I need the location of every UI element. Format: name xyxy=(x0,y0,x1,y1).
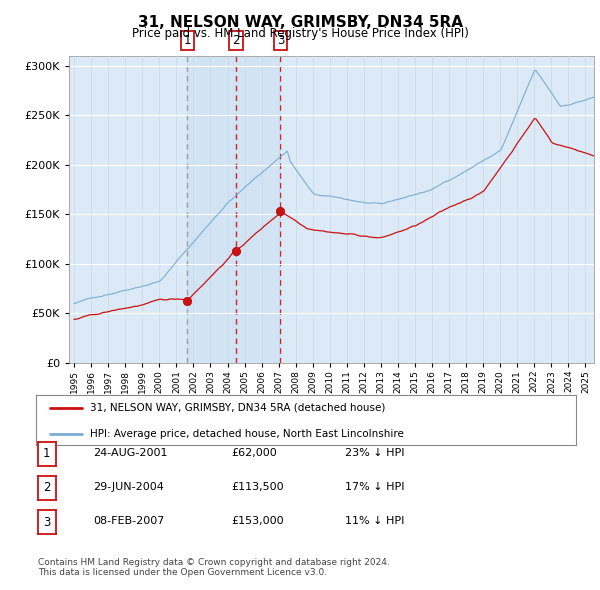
Text: 2: 2 xyxy=(232,34,240,47)
Text: 31, NELSON WAY, GRIMSBY, DN34 5RA: 31, NELSON WAY, GRIMSBY, DN34 5RA xyxy=(137,15,463,30)
Text: 3: 3 xyxy=(277,34,284,47)
Text: 31, NELSON WAY, GRIMSBY, DN34 5RA (detached house): 31, NELSON WAY, GRIMSBY, DN34 5RA (detac… xyxy=(90,403,385,413)
Text: 3: 3 xyxy=(43,516,50,529)
Text: 1: 1 xyxy=(184,34,191,47)
Bar xyxy=(187,56,280,363)
Text: 08-FEB-2007: 08-FEB-2007 xyxy=(93,516,164,526)
Text: HPI: Average price, detached house, North East Lincolnshire: HPI: Average price, detached house, Nort… xyxy=(90,430,404,440)
Text: 11% ↓ HPI: 11% ↓ HPI xyxy=(345,516,404,526)
Text: £153,000: £153,000 xyxy=(231,516,284,526)
Text: Price paid vs. HM Land Registry's House Price Index (HPI): Price paid vs. HM Land Registry's House … xyxy=(131,27,469,40)
Text: 17% ↓ HPI: 17% ↓ HPI xyxy=(345,482,404,491)
Text: 1: 1 xyxy=(43,447,50,460)
Text: £62,000: £62,000 xyxy=(231,448,277,457)
Text: Contains HM Land Registry data © Crown copyright and database right 2024.
This d: Contains HM Land Registry data © Crown c… xyxy=(38,558,389,577)
Text: 23% ↓ HPI: 23% ↓ HPI xyxy=(345,448,404,457)
Text: 29-JUN-2004: 29-JUN-2004 xyxy=(93,482,164,491)
Text: 2: 2 xyxy=(43,481,50,494)
Text: £113,500: £113,500 xyxy=(231,482,284,491)
Text: 24-AUG-2001: 24-AUG-2001 xyxy=(93,448,167,457)
